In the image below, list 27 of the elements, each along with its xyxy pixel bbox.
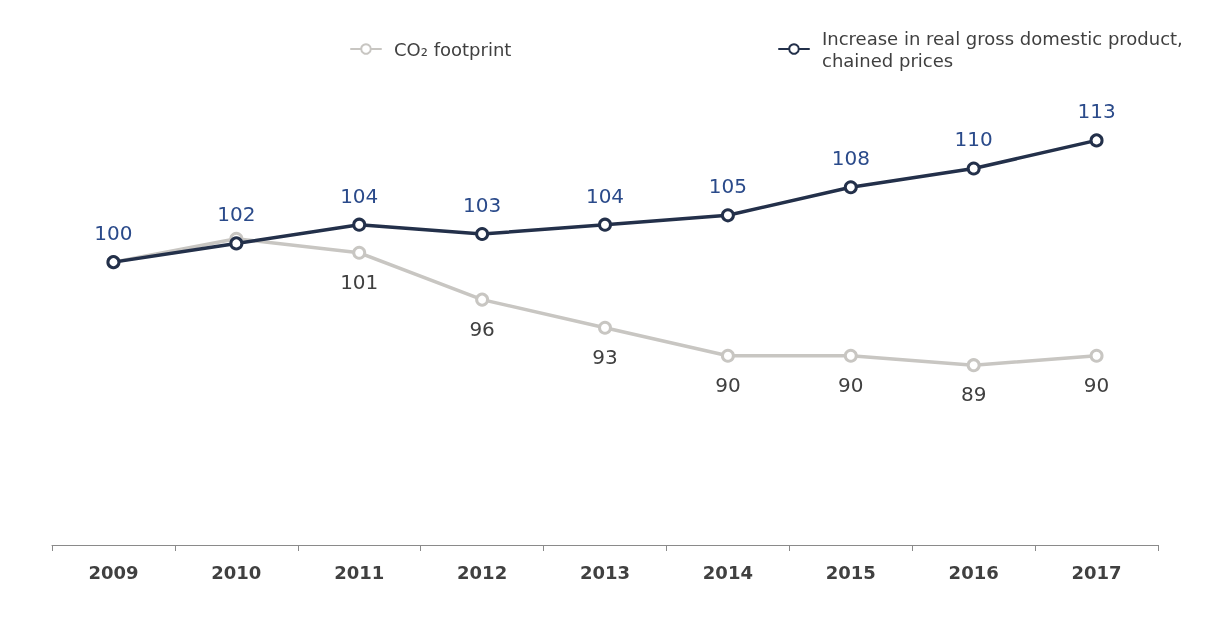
data-label: 110 (954, 127, 993, 152)
legend-label: CO₂ footprint (394, 38, 512, 60)
x-tick-label: 2014 (702, 561, 753, 583)
x-tick-label: 2009 (88, 561, 139, 583)
data-label: 108 (831, 146, 870, 171)
data-label: 101 (340, 269, 379, 294)
data-label: 93 (592, 344, 618, 369)
data-label: 90 (1083, 372, 1110, 397)
data-label: 104 (585, 183, 625, 208)
data-label: 90 (838, 372, 864, 397)
legend-label: Increase in real gross domestic product, chained prices (822, 27, 1189, 71)
x-tick-label: 2016 (948, 561, 999, 583)
data-label: 90 (715, 372, 741, 397)
x-tick-label: 2017 (1071, 561, 1122, 583)
data-label: 96 (469, 316, 495, 341)
x-tick-label: 2010 (211, 561, 262, 583)
data-label: 103 (463, 193, 502, 218)
x-tick-label: 2015 (825, 561, 876, 583)
x-tick-label: 2011 (334, 561, 385, 583)
x-tick-label: 2013 (579, 561, 631, 583)
data-label: 113 (1077, 99, 1116, 124)
data-label: 89 (960, 382, 987, 407)
data-label: 100 (94, 221, 133, 246)
data-label: 102 (217, 202, 256, 227)
data-label: 105 (708, 174, 747, 199)
data-label: 104 (340, 183, 379, 208)
x-tick-label: 2012 (457, 561, 508, 583)
